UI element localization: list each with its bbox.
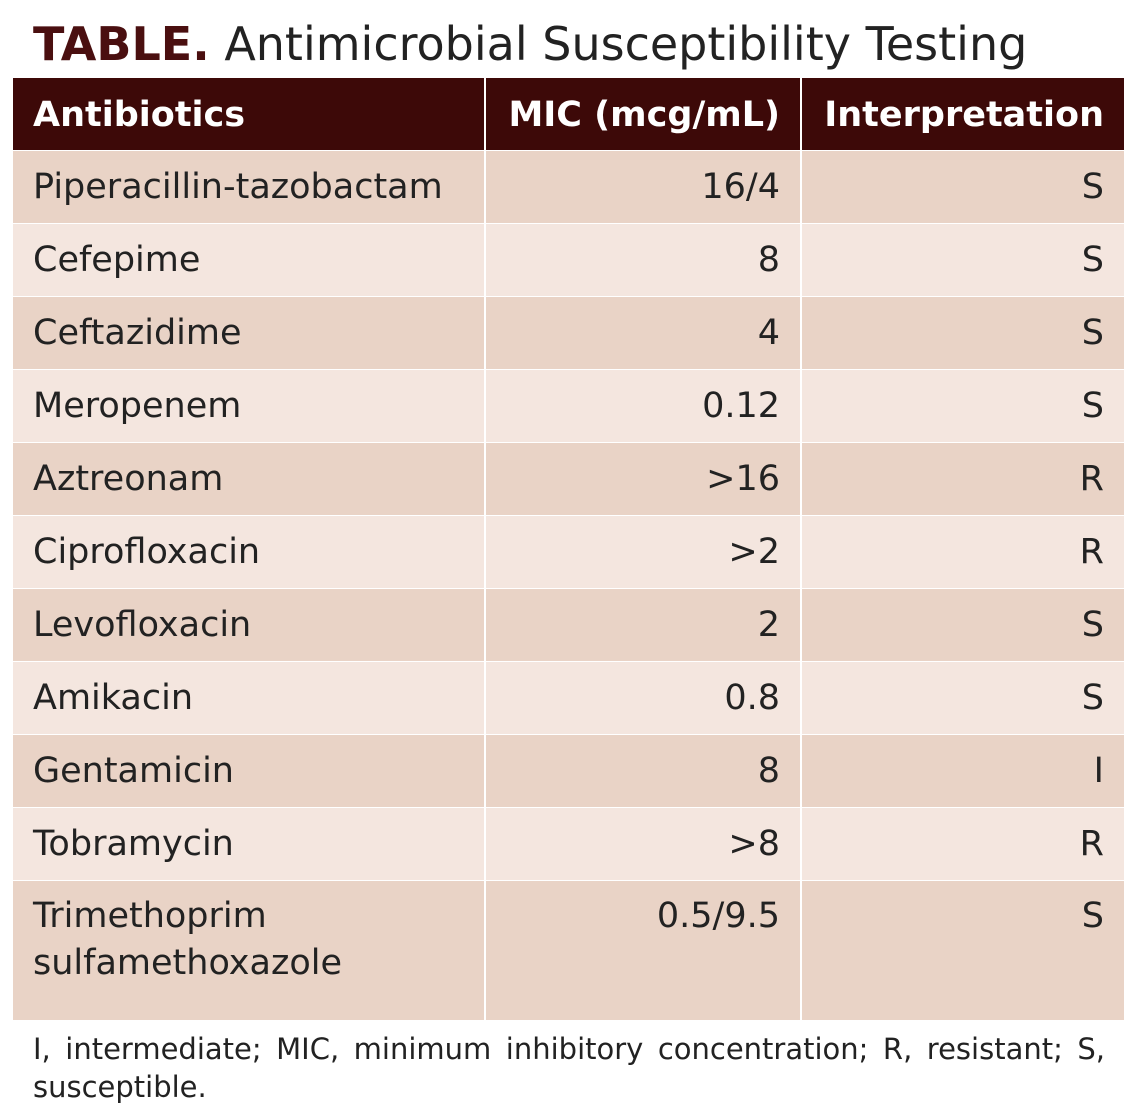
antibiotic-name: Gentamicin: [13, 735, 486, 807]
header-antibiotics: Antibiotics: [13, 78, 486, 150]
header-interpretation: Interpretation: [824, 95, 1104, 135]
table-title: TABLE. Antimicrobial Susceptibility Test…: [33, 14, 1027, 74]
table-row: Tobramycin >8 R: [13, 808, 1124, 881]
antibiotic-name: Ceftazidime: [13, 297, 486, 369]
susceptibility-table: Antibiotics MIC (mcg/mL) Interpretation …: [13, 78, 1124, 1020]
antibiotic-name-line1: Trimethoprim: [33, 896, 267, 936]
table-footnote: I, intermediate; MIC, minimum inhibitory…: [33, 1032, 1105, 1104]
table-row: Aztreonam >16 R: [13, 443, 1124, 516]
interpretation-value: R: [1079, 459, 1104, 499]
table-label: TABLE.: [33, 17, 210, 71]
antibiotic-name: Piperacillin-tazobactam: [13, 151, 486, 223]
interpretation-value: R: [1079, 824, 1104, 864]
interpretation-value: I: [1093, 751, 1104, 791]
antibiotic-name: Tobramycin: [13, 808, 486, 880]
interpretation-value: S: [1081, 313, 1104, 353]
interpretation-value: S: [1081, 896, 1104, 936]
interpretation-value: S: [1081, 167, 1104, 207]
table-title-text: Antimicrobial Susceptibility Testing: [224, 17, 1028, 71]
mic-value: 0.5/9.5: [486, 881, 802, 1020]
table-header-row: Antibiotics MIC (mcg/mL) Interpretation: [13, 78, 1124, 151]
interpretation-value: S: [1081, 605, 1104, 645]
antibiotic-name: Aztreonam: [13, 443, 486, 515]
mic-value: 4: [486, 297, 802, 369]
mic-value: 16/4: [486, 151, 802, 223]
antibiotic-name: Trimethoprim sulfamethoxazole: [13, 881, 486, 1020]
antibiotic-name-line2: sulfamethoxazole: [33, 943, 342, 983]
antibiotic-name: Levofloxacin: [13, 589, 486, 661]
mic-value: 8: [486, 224, 802, 296]
antibiotic-name: Meropenem: [13, 370, 486, 442]
antibiotic-name: Ciprofloxacin: [13, 516, 486, 588]
mic-value: 0.8: [486, 662, 802, 734]
table-row: Meropenem 0.12 S: [13, 370, 1124, 443]
table-row: Gentamicin 8 I: [13, 735, 1124, 808]
table-row: Trimethoprim sulfamethoxazole 0.5/9.5 S: [13, 881, 1124, 1020]
table-row: Levofloxacin 2 S: [13, 589, 1124, 662]
table-row: Ciprofloxacin >2 R: [13, 516, 1124, 589]
mic-value: >2: [486, 516, 802, 588]
table-row: Amikacin 0.8 S: [13, 662, 1124, 735]
table-row: Ceftazidime 4 S: [13, 297, 1124, 370]
mic-value: 0.12: [486, 370, 802, 442]
mic-value: >8: [486, 808, 802, 880]
antibiotic-name: Amikacin: [13, 662, 486, 734]
mic-value: 2: [486, 589, 802, 661]
mic-value: 8: [486, 735, 802, 807]
table-row: Piperacillin-tazobactam 16/4 S: [13, 151, 1124, 224]
interpretation-value: R: [1079, 532, 1104, 572]
interpretation-value: S: [1081, 678, 1104, 718]
interpretation-value: S: [1081, 386, 1104, 426]
antibiotic-name: Cefepime: [13, 224, 486, 296]
mic-value: >16: [486, 443, 802, 515]
header-mic: MIC (mcg/mL): [486, 78, 802, 150]
table-row: Cefepime 8 S: [13, 224, 1124, 297]
interpretation-value: S: [1081, 240, 1104, 280]
